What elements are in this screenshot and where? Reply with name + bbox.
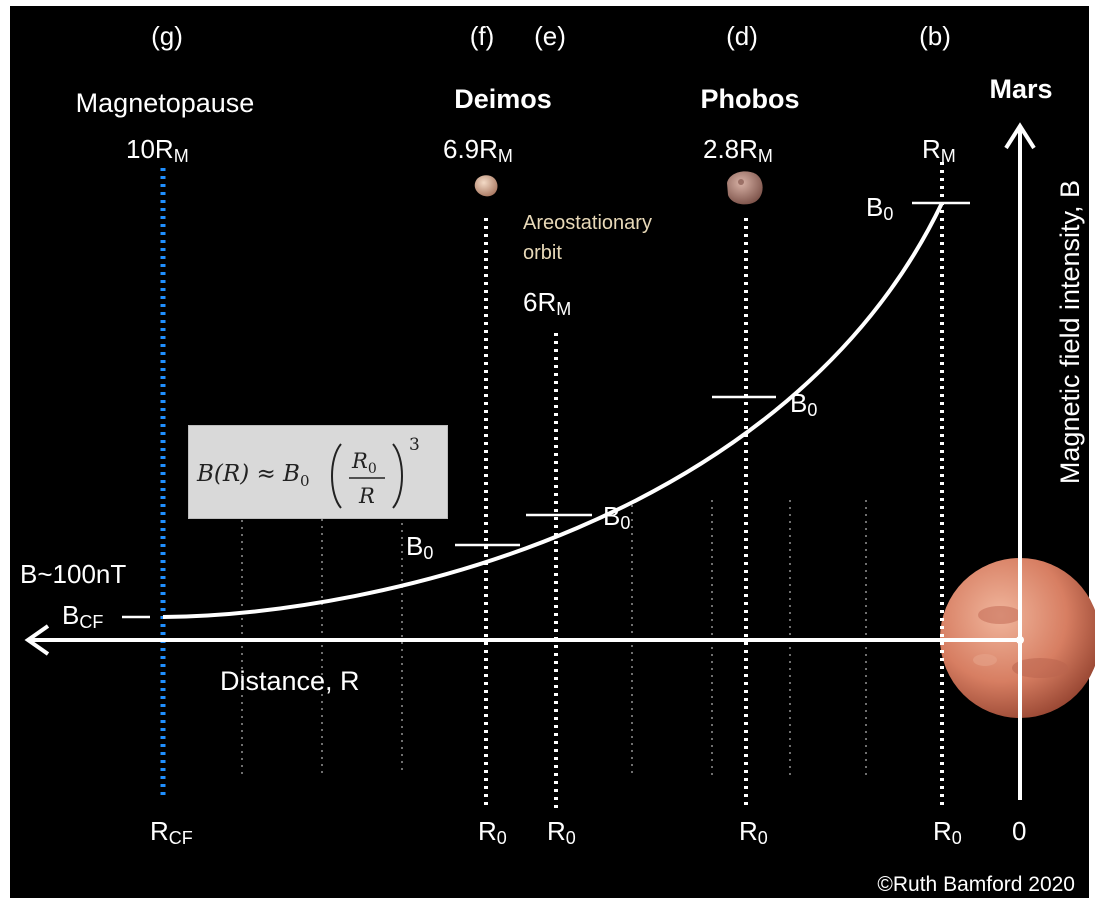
formula-lhs-sub: 0 <box>300 472 310 490</box>
b0-label-f: B0 <box>406 531 433 563</box>
distance-axis-label: Distance, R <box>220 666 360 696</box>
formula-num: R <box>351 449 368 473</box>
b0-label-d: B0 <box>790 388 817 420</box>
bottom-label-b: R0 <box>933 816 962 848</box>
distance-axis <box>28 626 1020 654</box>
areostationary-distance: 6RM <box>523 287 571 319</box>
phobos-moon <box>727 171 763 204</box>
bottom-label-e: R0 <box>547 816 576 848</box>
label-d: (d) <box>726 21 758 51</box>
deimos-distance: 6.9RM <box>443 134 513 166</box>
b100-label: B~100nT <box>20 559 126 589</box>
label-b: (b) <box>919 21 951 51</box>
bcf-label: BCF <box>62 600 103 632</box>
formula-box: B(R) ≈ B0 R0 R 3 <box>188 425 448 519</box>
formula: B(R) ≈ B0 R0 R 3 <box>189 426 447 518</box>
b0-label-b: B0 <box>866 192 893 224</box>
label-e: (e) <box>534 21 566 51</box>
deimos-name: Deimos <box>454 84 552 114</box>
bottom-label-d: R0 <box>739 816 768 848</box>
formula-power: 3 <box>409 435 420 455</box>
mars-name: Mars <box>989 74 1052 104</box>
phobos-name: Phobos <box>701 84 800 114</box>
label-g: (g) <box>151 21 183 51</box>
bottom-label-g: RCF <box>150 816 193 848</box>
origin-label: 0 <box>1012 816 1026 846</box>
formula-num-sub: 0 <box>368 461 377 477</box>
origin-dot <box>1016 636 1024 644</box>
formula-den: R <box>358 484 375 508</box>
copyright: ©Ruth Bamford 2020 <box>877 873 1075 896</box>
label-f: (f) <box>470 21 495 51</box>
magnetopause-name: Magnetopause <box>76 88 255 118</box>
formula-lhs: B(R) ≈ B <box>196 461 300 487</box>
svg-text:B(R) ≈ B0: B(R) ≈ B0 <box>196 461 310 490</box>
field-curve <box>163 203 942 617</box>
bottom-label-f: R0 <box>478 816 507 848</box>
phobos-distance: 2.8RM <box>703 134 773 166</box>
mars-radius-distance: RM <box>922 134 956 166</box>
areostationary-label-line1: Areostationary <box>523 212 652 234</box>
areostationary-label-line2: orbit <box>523 242 562 264</box>
deimos-moon <box>475 175 498 196</box>
field-axis-label: Magnetic field intensity, B <box>1055 180 1085 484</box>
magnetopause-distance: 10RM <box>126 134 189 166</box>
svg-text:R0: R0 <box>351 449 377 477</box>
